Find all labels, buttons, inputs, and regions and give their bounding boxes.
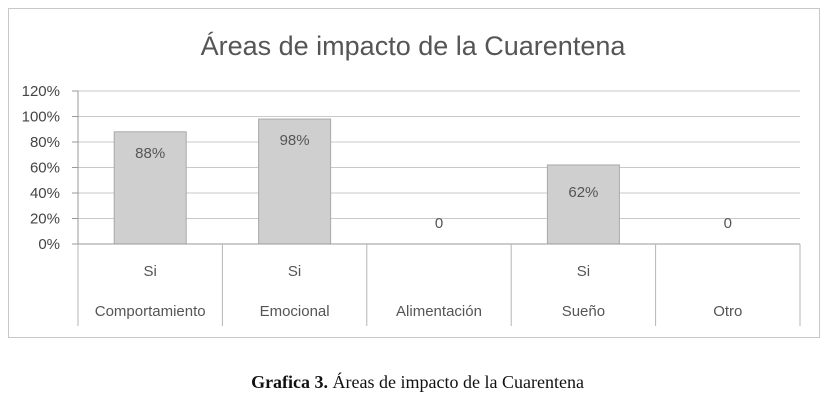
x-category-label: Sueño [562, 303, 605, 320]
y-tick-label: 0% [38, 236, 60, 253]
data-label: 0 [724, 215, 732, 232]
x-category-group-label: Si [288, 263, 301, 280]
y-tick-label: 120% [22, 83, 60, 100]
bar [113, 131, 187, 245]
bar-chart: Áreas de impacto de la Cuarentena 0% 20% 4… [22, 31, 801, 326]
caption-text: Áreas de impacto de la Cuarentena [332, 372, 584, 392]
x-category-group-label: Si [577, 263, 590, 280]
data-label: 0 [435, 215, 443, 232]
caption-label: Grafica 3. [251, 372, 329, 392]
data-label: 88% [135, 145, 165, 162]
y-tick-label: 40% [30, 185, 60, 202]
x-category-label: Comportamiento [95, 303, 206, 320]
bar [546, 164, 620, 245]
figure-caption: Grafica 3. Áreas de impacto de la Cuaren… [0, 372, 835, 393]
chart-title: Áreas de impacto de la Cuarentena [201, 31, 627, 61]
x-category-group-label: Si [144, 263, 157, 280]
bar [258, 118, 332, 245]
x-category-label: Otro [713, 303, 742, 320]
y-tick-label: 80% [30, 134, 60, 151]
data-label: 98% [280, 132, 310, 149]
data-label: 62% [568, 184, 598, 201]
y-tick-label: 60% [30, 160, 60, 177]
x-category-label: Alimentación [396, 303, 482, 320]
y-tick-label: 100% [22, 109, 60, 126]
y-tick-label: 20% [30, 211, 60, 228]
x-category-label: Emocional [260, 303, 330, 320]
